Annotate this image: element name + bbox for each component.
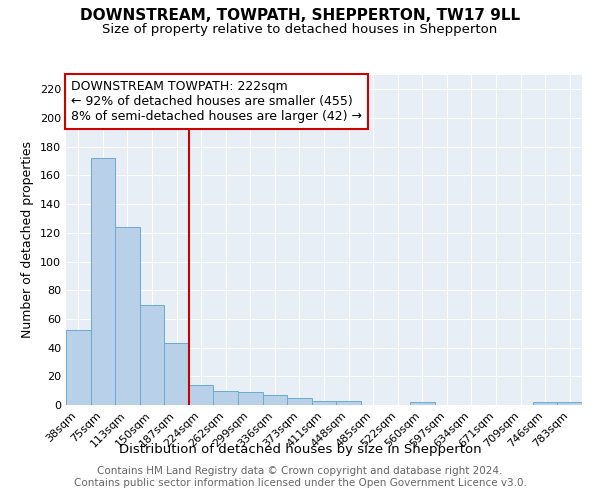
Text: Distribution of detached houses by size in Shepperton: Distribution of detached houses by size … bbox=[119, 442, 481, 456]
Bar bbox=[410, 402, 434, 405]
Bar bbox=[263, 395, 287, 405]
Bar bbox=[115, 227, 140, 405]
Bar bbox=[91, 158, 115, 405]
Bar bbox=[189, 385, 214, 405]
Text: DOWNSTREAM, TOWPATH, SHEPPERTON, TW17 9LL: DOWNSTREAM, TOWPATH, SHEPPERTON, TW17 9L… bbox=[80, 8, 520, 22]
Bar bbox=[336, 400, 361, 405]
Bar bbox=[287, 398, 312, 405]
Bar bbox=[66, 330, 91, 405]
Bar bbox=[312, 400, 336, 405]
Text: Contains HM Land Registry data © Crown copyright and database right 2024.
Contai: Contains HM Land Registry data © Crown c… bbox=[74, 466, 526, 487]
Bar bbox=[533, 402, 557, 405]
Bar bbox=[164, 344, 189, 405]
Text: DOWNSTREAM TOWPATH: 222sqm
← 92% of detached houses are smaller (455)
8% of semi: DOWNSTREAM TOWPATH: 222sqm ← 92% of deta… bbox=[71, 80, 362, 123]
Text: Size of property relative to detached houses in Shepperton: Size of property relative to detached ho… bbox=[103, 22, 497, 36]
Y-axis label: Number of detached properties: Number of detached properties bbox=[22, 142, 34, 338]
Bar bbox=[557, 402, 582, 405]
Bar bbox=[214, 390, 238, 405]
Bar bbox=[238, 392, 263, 405]
Bar bbox=[140, 304, 164, 405]
